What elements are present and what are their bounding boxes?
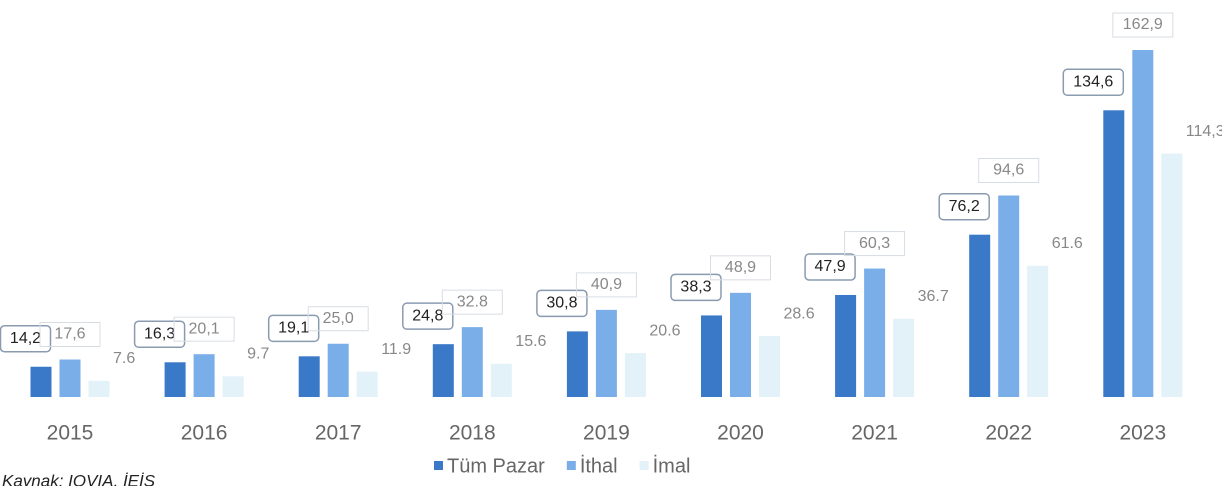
bar (432, 344, 454, 397)
bar (222, 376, 244, 397)
bar (730, 292, 751, 397)
legend-label: İmal (653, 454, 691, 477)
x-tick-label: 2015 (47, 422, 94, 445)
label-box (402, 302, 454, 330)
value-label: 162,9 (1123, 16, 1163, 33)
bar (356, 371, 378, 397)
bar (759, 336, 780, 397)
value-label: 30,8 (546, 295, 577, 312)
bar (1027, 265, 1049, 397)
value-label: 17,6 (54, 326, 85, 343)
value-label: 24,8 (412, 307, 443, 324)
label-box (1062, 68, 1125, 97)
value-label: 16,3 (144, 325, 175, 342)
value-label: 114,3 (1186, 123, 1222, 140)
bar (624, 353, 646, 397)
bar (88, 380, 110, 397)
bar (164, 362, 186, 397)
label-box (938, 192, 990, 221)
label-box (307, 306, 369, 332)
value-label: 47,9 (815, 258, 846, 275)
label-box (844, 231, 906, 257)
label-box (804, 253, 856, 281)
x-tick-label: 2022 (985, 422, 1032, 445)
bar (30, 366, 52, 397)
bar (566, 331, 588, 397)
bar (864, 268, 886, 397)
value-label: 61.6 (1052, 235, 1083, 252)
value-label: 9.7 (247, 346, 269, 363)
x-tick-label: 2021 (851, 422, 898, 445)
value-label: 15.6 (515, 333, 546, 350)
value-label: 19,1 (278, 320, 309, 337)
bar (59, 359, 81, 397)
label-box (710, 255, 771, 281)
bar (490, 363, 512, 397)
x-tick-label: 2016 (181, 422, 228, 445)
bar (461, 327, 483, 397)
value-label: 28.6 (784, 305, 815, 322)
bar (1132, 50, 1154, 397)
value-label: 94,6 (993, 162, 1024, 179)
label-box (536, 289, 588, 318)
legend-label: Tüm Pazar (447, 455, 545, 477)
label-box (441, 289, 503, 315)
x-tick-label: 2023 (1119, 422, 1166, 445)
value-label: 76,2 (949, 198, 980, 215)
value-label: 32.8 (457, 293, 488, 310)
label-box (267, 314, 320, 343)
x-tick-label: 2018 (449, 422, 496, 445)
label-box (670, 273, 722, 302)
value-label: 36.7 (918, 288, 949, 305)
label-box (0, 325, 52, 353)
x-tick-label: 2020 (717, 422, 764, 445)
value-label: 20,1 (189, 320, 220, 337)
value-label: 14,2 (10, 330, 41, 347)
bar (298, 356, 320, 397)
value-label: 134,6 (1073, 74, 1113, 91)
label-box (575, 272, 637, 298)
bar (1103, 110, 1125, 397)
label-box (1112, 12, 1174, 38)
bar (701, 315, 722, 397)
legend-swatch (639, 461, 649, 470)
value-label: 40,9 (591, 276, 622, 293)
value-label: 20.6 (649, 322, 680, 339)
value-label: 25,0 (323, 310, 354, 327)
value-label: 11.9 (381, 341, 411, 358)
x-tick-label: 2017 (315, 422, 362, 445)
bar (193, 354, 215, 397)
legend-label: İthal (580, 454, 618, 477)
legend-swatch (434, 461, 443, 470)
bar (1161, 153, 1183, 397)
value-label: 7.6 (113, 350, 135, 367)
label-box (173, 316, 235, 342)
x-tick-label: 2019 (583, 422, 630, 445)
value-label: 48,9 (725, 259, 756, 276)
source: Kaynak: IQVIA, İEİS (2, 471, 156, 486)
bar (998, 195, 1020, 397)
legend-swatch (566, 461, 576, 470)
label-box (39, 322, 101, 348)
label-box (133, 320, 186, 349)
bar (835, 294, 857, 397)
bar (893, 318, 915, 397)
label-box (978, 158, 1040, 184)
value-label: 38,3 (680, 279, 711, 296)
bar (595, 309, 617, 397)
bar (969, 234, 991, 397)
bar (327, 343, 349, 397)
value-label: 60,3 (859, 235, 890, 252)
